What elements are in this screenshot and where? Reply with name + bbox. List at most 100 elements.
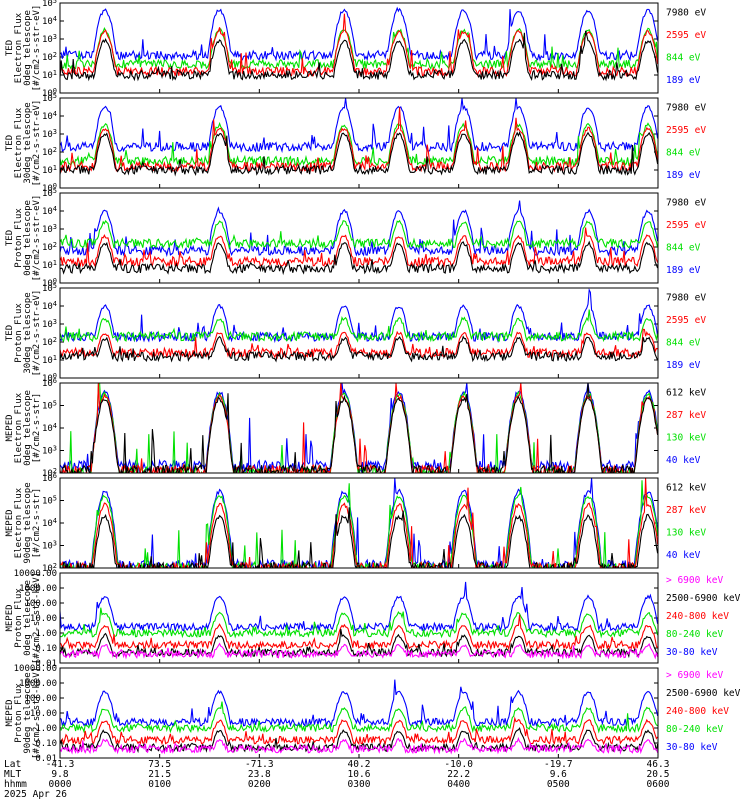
series-trace [60, 309, 658, 343]
series-trace [60, 98, 658, 154]
legend-entry: 240-800 keV [666, 611, 729, 622]
time-tick-mlt: 22.2 [447, 769, 470, 780]
y-tick-label: 10000.00 [14, 664, 57, 674]
time-tick-lat: -41.3 [46, 759, 75, 770]
y-axis-label: TEDProton Flux0deg telescope[#/cm2-s-str… [5, 195, 42, 282]
time-tick-mlt: 10.6 [348, 769, 371, 780]
y-axis-label: MEPEDElectron Flux0deg telescope[#/cm2-s… [5, 390, 42, 466]
legend-entry: 844 eV [666, 52, 701, 63]
series-trace [60, 478, 658, 568]
y-tick-label: 104 [42, 422, 57, 434]
legend-entry: 287 keV [666, 410, 706, 421]
legend-entry: 844 eV [666, 242, 701, 253]
y-axis-label: TEDElectron Flux0deg telescope[#/cm2-s-s… [5, 5, 42, 92]
y-tick-label: 10.00 [30, 709, 57, 719]
y-tick-label: 0.01 [35, 659, 57, 669]
y-tick-label: 105 [42, 282, 57, 294]
legend-entry: 844 eV [666, 147, 701, 158]
legend-entry: 844 eV [666, 337, 701, 348]
legend-entry: 612 keV [666, 387, 706, 398]
series-trace [60, 27, 658, 71]
legend-entry: 189 eV [666, 360, 701, 371]
y-tick-label: 1000.00 [19, 584, 57, 594]
panel-p7: 0.01 0.10 1.00 10.00 100.00 1000.00 10000.00ME… [5, 569, 741, 669]
legend-entry: > 6900 keV [666, 575, 723, 586]
y-tick-label: 103 [42, 540, 57, 552]
series-trace [60, 219, 658, 250]
series-trace [60, 607, 658, 639]
legend-entry: 30-80 keV [666, 742, 718, 753]
series-trace [60, 200, 658, 258]
panel-frame [59, 2, 659, 94]
y-tick-label: 1.00 [35, 724, 57, 734]
time-tick-hhmm: 0500 [547, 779, 570, 790]
y-tick-label: 102 [42, 241, 57, 253]
series-trace [60, 240, 658, 276]
y-tick-label: 10000.00 [14, 569, 57, 579]
legend-entry: 189 eV [666, 75, 701, 86]
time-tick-lat: 46.3 [647, 759, 670, 770]
row-label-hhmm: hhmm [4, 779, 27, 790]
time-tick-hhmm: 0200 [248, 779, 271, 790]
time-tick-hhmm: 0600 [647, 779, 670, 790]
legend-entry: 130 keV [666, 432, 706, 443]
series-trace [60, 716, 658, 746]
y-tick-label: 101 [42, 164, 57, 176]
y-tick-label: 1000.00 [19, 679, 57, 689]
series-trace [60, 107, 658, 173]
series-trace [60, 701, 658, 734]
time-tick-mlt: 20.5 [647, 769, 670, 780]
y-tick-label: 100 [42, 277, 57, 289]
time-tick-mlt: 9.6 [550, 769, 567, 780]
time-tick-lat: -10.0 [444, 759, 473, 770]
y-tick-label: 106 [42, 377, 57, 389]
y-tick-label: 103 [42, 223, 57, 235]
legend-entry: 7980 eV [666, 197, 706, 208]
legend-entry: 189 eV [666, 170, 701, 181]
time-tick-hhmm: 0000 [49, 779, 72, 790]
row-label-mlt: MLT [4, 769, 21, 780]
y-tick-label: 106 [42, 472, 57, 484]
legend-entry: 189 eV [666, 265, 701, 276]
y-tick-label: 103 [42, 128, 57, 140]
y-tick-label: 105 [42, 400, 57, 412]
y-tick-label: 102 [42, 336, 57, 348]
y-axis-label: MEPEDElectron Flux90deg telescope[#/cm2-… [5, 482, 42, 563]
panel-frame [59, 572, 659, 664]
time-tick-hhmm: 0400 [447, 779, 470, 790]
time-tick-lat: 73.5 [148, 759, 171, 770]
legend-entry: 30-80 keV [666, 647, 718, 658]
series-trace [60, 335, 658, 363]
y-tick-label: 102 [42, 51, 57, 63]
legend-entry: 287 keV [666, 505, 706, 516]
time-tick-hhmm: 0300 [348, 779, 371, 790]
legend-entry: 7980 eV [666, 7, 706, 18]
row-label-lat: Lat [4, 759, 21, 770]
time-tick-lat: 40.2 [348, 759, 371, 770]
legend-entry: 80-240 keV [666, 629, 723, 640]
y-tick-label: 104 [42, 300, 57, 312]
legend-entry: 40 keV [666, 550, 701, 561]
legend-entry: 2595 eV [666, 30, 706, 41]
legend-entry: 80-240 keV [666, 724, 723, 735]
y-tick-label: 1.00 [35, 629, 57, 639]
y-tick-label: 105 [42, 92, 57, 104]
y-tick-label: 101 [42, 69, 57, 81]
legend-entry: 7980 eV [666, 292, 706, 303]
legend-entry: 7980 eV [666, 102, 706, 113]
y-tick-label: 103 [42, 318, 57, 330]
legend-entry: 2595 eV [666, 220, 706, 231]
date-label: 2025 Apr 26 [4, 789, 67, 800]
y-tick-label: 100.00 [24, 599, 57, 609]
y-tick-label: 103 [42, 445, 57, 457]
y-tick-label: 101 [42, 259, 57, 271]
y-tick-label: 0.10 [35, 644, 57, 654]
y-tick-label: 105 [42, 0, 57, 9]
y-tick-label: 102 [42, 467, 57, 479]
series-trace [60, 328, 658, 360]
